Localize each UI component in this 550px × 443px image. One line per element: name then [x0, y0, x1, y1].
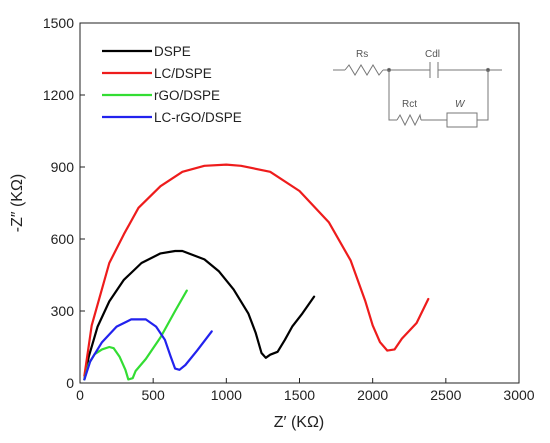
rct-resistor-symbol — [396, 113, 422, 127]
legend-label-lc-rgo-dspe: LC-rGO/DSPE — [154, 110, 242, 125]
y-tick-label: 0 — [66, 375, 74, 391]
x-tick-label: 1000 — [211, 387, 242, 403]
series-line-lc-rgo-dspe — [83, 318, 213, 381]
legend-label-rgo-dspe: rGO/DSPE — [154, 88, 220, 103]
legend: DSPE LC/DSPE rGO/DSPE LC-rGO/DSPE — [102, 44, 242, 125]
series-layer — [83, 163, 430, 381]
legend-label-dspe: DSPE — [154, 44, 191, 59]
circuit-label-cdl: Cdl — [425, 49, 440, 60]
plot-frame — [79, 22, 520, 384]
x-tick-label: 1500 — [284, 387, 315, 403]
y-tick-label: 300 — [51, 303, 75, 319]
series-line-lc-dspe — [83, 163, 430, 377]
warburg-element-symbol — [446, 112, 478, 128]
legend-label-lc-dspe: LC/DSPE — [154, 66, 212, 81]
y-tick-label: 600 — [51, 231, 75, 247]
inset-circuit — [333, 62, 502, 128]
x-tick-label: 3000 — [503, 387, 534, 403]
cdl-capacitor-symbol — [429, 62, 439, 78]
circuit-label-w: W — [455, 99, 466, 110]
x-tick-label: 0 — [76, 387, 84, 403]
series-line-dspe — [83, 249, 316, 381]
x-axis-label: Z′ (KΩ) — [274, 414, 325, 431]
series-line-rgo-dspe — [83, 289, 188, 381]
x-tick-label: 2500 — [430, 387, 461, 403]
circuit-branch-wire — [388, 70, 489, 121]
y-tick-label: 900 — [51, 159, 75, 175]
x-tick-label: 500 — [141, 387, 165, 403]
y-tick-label: 1200 — [43, 87, 74, 103]
axis-ticks: 0 500 1000 1500 2000 2500 3000 0 300 600 900 1200 15… — [43, 15, 535, 403]
x-tick-label: 2000 — [357, 387, 388, 403]
y-axis-label: -Z″ (KΩ) — [9, 174, 26, 233]
circuit-label-rs: Rs — [356, 49, 368, 60]
y-tick-label: 1500 — [43, 15, 74, 31]
rs-resistor-symbol — [344, 64, 384, 76]
circuit-label-rct: Rct — [402, 99, 417, 110]
